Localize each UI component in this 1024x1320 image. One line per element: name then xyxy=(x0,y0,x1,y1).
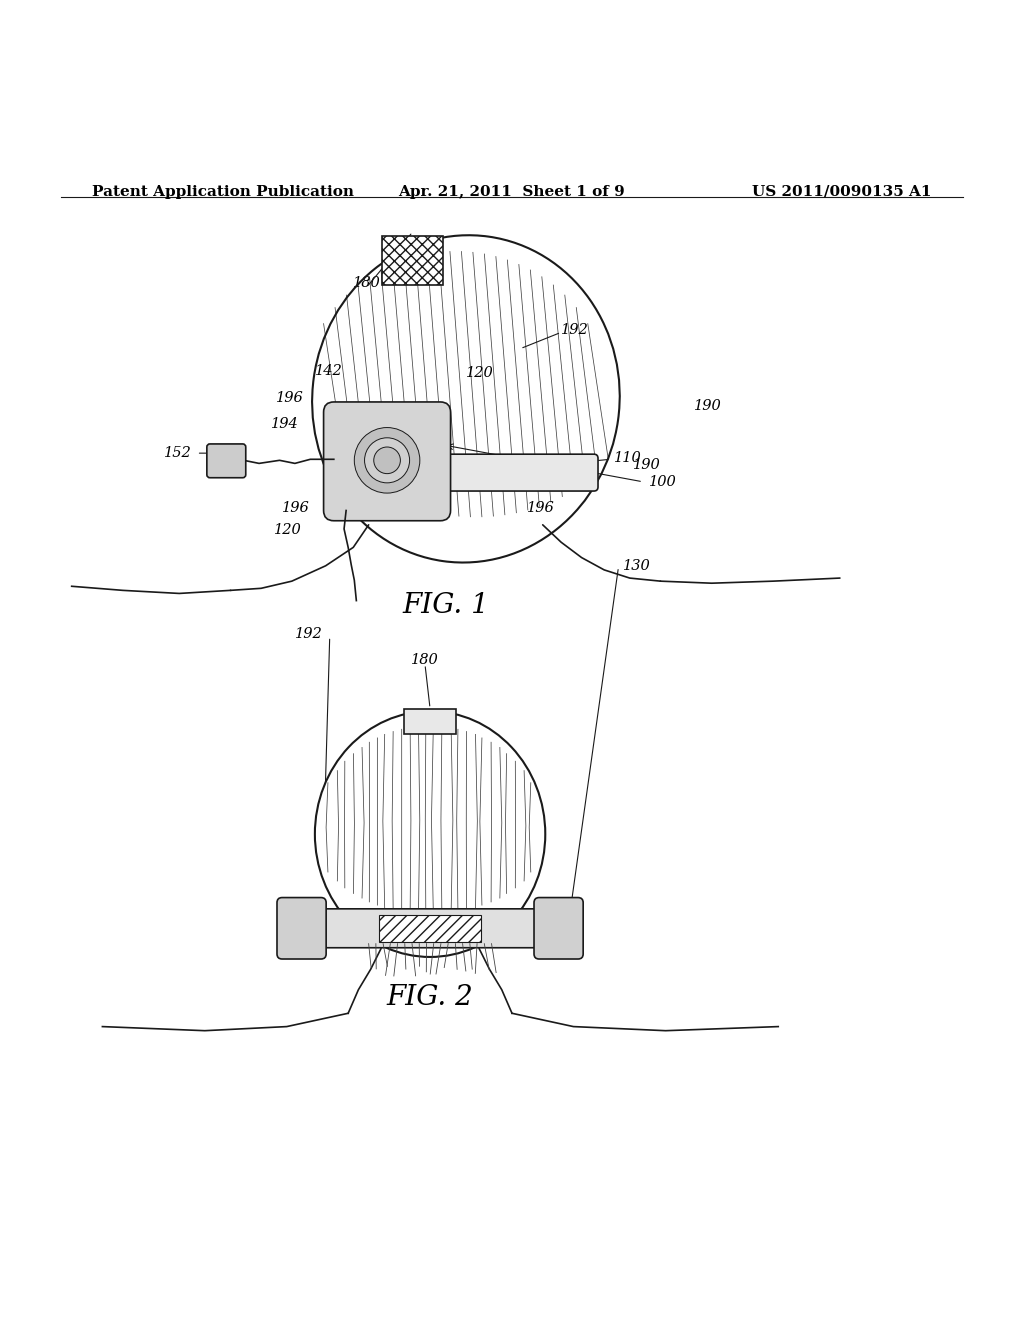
Circle shape xyxy=(354,428,420,494)
Bar xyxy=(404,709,456,734)
Text: 190: 190 xyxy=(633,458,660,473)
Text: 130: 130 xyxy=(623,558,650,573)
Ellipse shape xyxy=(315,711,545,957)
Text: 190: 190 xyxy=(694,399,722,413)
Bar xyxy=(382,236,443,285)
Text: 152: 152 xyxy=(164,446,191,461)
FancyBboxPatch shape xyxy=(334,454,598,491)
FancyBboxPatch shape xyxy=(207,444,246,478)
Text: Apr. 21, 2011  Sheet 1 of 9: Apr. 21, 2011 Sheet 1 of 9 xyxy=(398,185,626,199)
Circle shape xyxy=(365,438,410,483)
FancyBboxPatch shape xyxy=(535,898,584,960)
Text: 120: 120 xyxy=(274,523,302,537)
Text: FIG. 1: FIG. 1 xyxy=(402,593,488,619)
FancyBboxPatch shape xyxy=(276,898,326,960)
Text: 110: 110 xyxy=(385,480,414,494)
FancyBboxPatch shape xyxy=(324,403,451,520)
Ellipse shape xyxy=(312,235,620,562)
Text: US 2011/0090135 A1: US 2011/0090135 A1 xyxy=(753,185,932,199)
Text: 142: 142 xyxy=(315,364,343,379)
Text: 196: 196 xyxy=(276,391,304,405)
Bar xyxy=(379,915,481,941)
Text: 192: 192 xyxy=(295,627,323,642)
Circle shape xyxy=(374,447,400,474)
Text: 194: 194 xyxy=(271,417,299,432)
Text: FIG. 2: FIG. 2 xyxy=(387,985,473,1011)
Text: 196: 196 xyxy=(282,502,309,515)
Text: 192: 192 xyxy=(561,323,589,338)
Text: 120: 120 xyxy=(466,366,494,380)
Text: 110: 110 xyxy=(614,451,642,465)
Text: 196: 196 xyxy=(527,502,555,515)
Text: Patent Application Publication: Patent Application Publication xyxy=(92,185,354,199)
FancyBboxPatch shape xyxy=(293,909,567,948)
Text: 100: 100 xyxy=(649,475,677,488)
Text: 180: 180 xyxy=(411,653,439,667)
Text: 180: 180 xyxy=(352,276,381,290)
